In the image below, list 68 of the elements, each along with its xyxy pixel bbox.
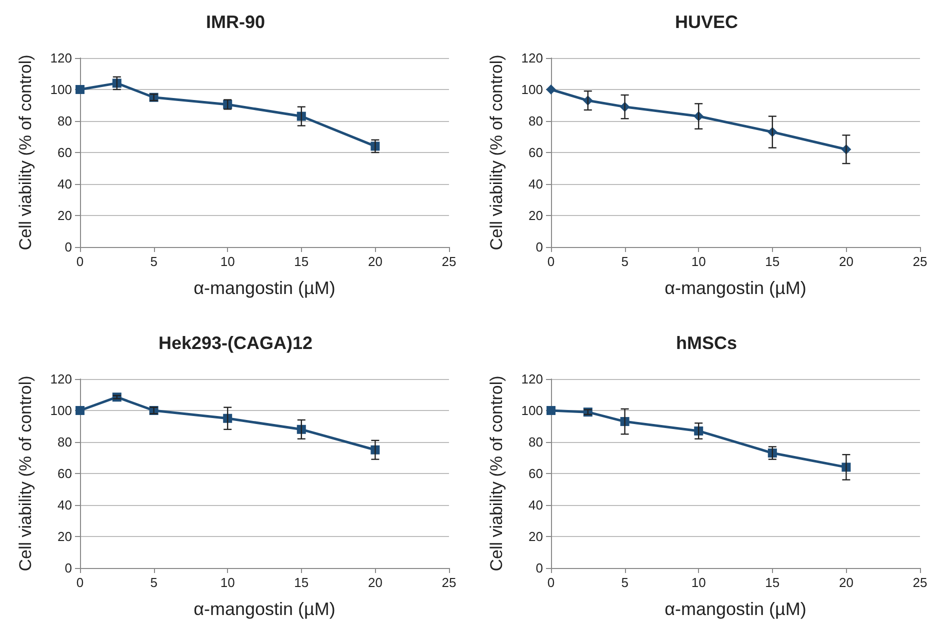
x-tick-label: 25 bbox=[442, 254, 456, 269]
x-tick-label: 5 bbox=[621, 254, 628, 269]
x-tick-label: 25 bbox=[912, 575, 928, 590]
chart-title: hMSCs bbox=[676, 333, 738, 353]
y-tick-label: 0 bbox=[64, 240, 72, 254]
x-tick-label: 15 bbox=[294, 254, 309, 269]
y-tick-label: 20 bbox=[58, 529, 72, 544]
y-tick-label: 120 bbox=[521, 372, 543, 386]
y-tick-label: 40 bbox=[528, 498, 543, 512]
y-tick-label: 80 bbox=[58, 434, 72, 450]
point bbox=[76, 406, 84, 415]
point bbox=[76, 85, 84, 94]
y-tick-label: 0 bbox=[536, 560, 543, 576]
y-tick-label: 60 bbox=[58, 145, 72, 160]
y-tick-label: 20 bbox=[528, 529, 543, 544]
y-tick-label: 80 bbox=[58, 114, 72, 128]
x-tick-label: 20 bbox=[838, 254, 854, 269]
x-tick-label: 15 bbox=[765, 254, 780, 269]
x-axis-title: α-mangostin (µM) bbox=[664, 278, 806, 298]
y-tick-label: 100 bbox=[521, 403, 543, 418]
x-tick-label: 15 bbox=[765, 575, 780, 590]
chart-title: HUVEC bbox=[674, 12, 738, 32]
x-tick-label: 15 bbox=[294, 575, 309, 590]
chart-title: IMR-90 bbox=[206, 12, 266, 32]
y-tick-label: 60 bbox=[528, 145, 543, 160]
x-tick-label: 0 bbox=[76, 254, 84, 269]
y-tick-label: 60 bbox=[528, 466, 543, 481]
y-tick-label: 40 bbox=[58, 176, 72, 192]
x-tick-label: 5 bbox=[150, 575, 158, 590]
chart-title: Hek293-(CAGA)12 bbox=[158, 333, 313, 353]
y-tick-label: 20 bbox=[528, 208, 543, 223]
y-tick-label: 120 bbox=[50, 372, 72, 386]
point bbox=[546, 406, 556, 415]
x-tick-label: 10 bbox=[691, 575, 706, 590]
y-axis-title: Cell viability (% of control) bbox=[487, 54, 506, 250]
y-tick-label: 120 bbox=[521, 50, 543, 66]
y-tick-label: 100 bbox=[50, 82, 72, 97]
y-tick-label: 80 bbox=[528, 434, 543, 450]
x-axis-title: α-mangostin (µM) bbox=[194, 599, 336, 619]
x-tick-label: 10 bbox=[691, 254, 706, 269]
point bbox=[546, 84, 556, 94]
y-tick-label: 80 bbox=[528, 114, 543, 128]
x-tick-label: 0 bbox=[547, 575, 555, 590]
y-axis-title: Cell viability (% of control) bbox=[16, 376, 35, 572]
x-tick-label: 5 bbox=[150, 254, 158, 269]
x-tick-label: 20 bbox=[368, 575, 382, 590]
x-tick-label: 20 bbox=[838, 575, 854, 590]
y-tick-label: 100 bbox=[50, 403, 72, 418]
x-tick-label: 20 bbox=[368, 254, 382, 269]
x-axis-title: α-mangostin (µM) bbox=[664, 599, 806, 619]
x-tick-label: 10 bbox=[220, 575, 235, 590]
x-tick-label: 0 bbox=[76, 575, 84, 590]
y-tick-label: 0 bbox=[536, 240, 543, 254]
x-axis-title: α-mangostin (µM) bbox=[194, 278, 336, 298]
x-tick-label: 10 bbox=[220, 254, 235, 269]
x-tick-label: 25 bbox=[912, 254, 928, 269]
y-tick-label: 60 bbox=[58, 466, 72, 481]
x-tick-label: 5 bbox=[621, 575, 628, 590]
y-tick-label: 120 bbox=[50, 50, 72, 66]
y-tick-label: 100 bbox=[521, 82, 543, 97]
y-tick-label: 20 bbox=[58, 208, 72, 223]
y-tick-label: 40 bbox=[528, 176, 543, 192]
y-tick-label: 40 bbox=[58, 498, 72, 512]
x-tick-label: 25 bbox=[442, 575, 456, 590]
x-tick-label: 0 bbox=[547, 254, 555, 269]
y-axis-title: Cell viability (% of control) bbox=[487, 376, 506, 572]
y-axis-title: Cell viability (% of control) bbox=[16, 54, 35, 250]
y-tick-label: 0 bbox=[64, 560, 72, 576]
